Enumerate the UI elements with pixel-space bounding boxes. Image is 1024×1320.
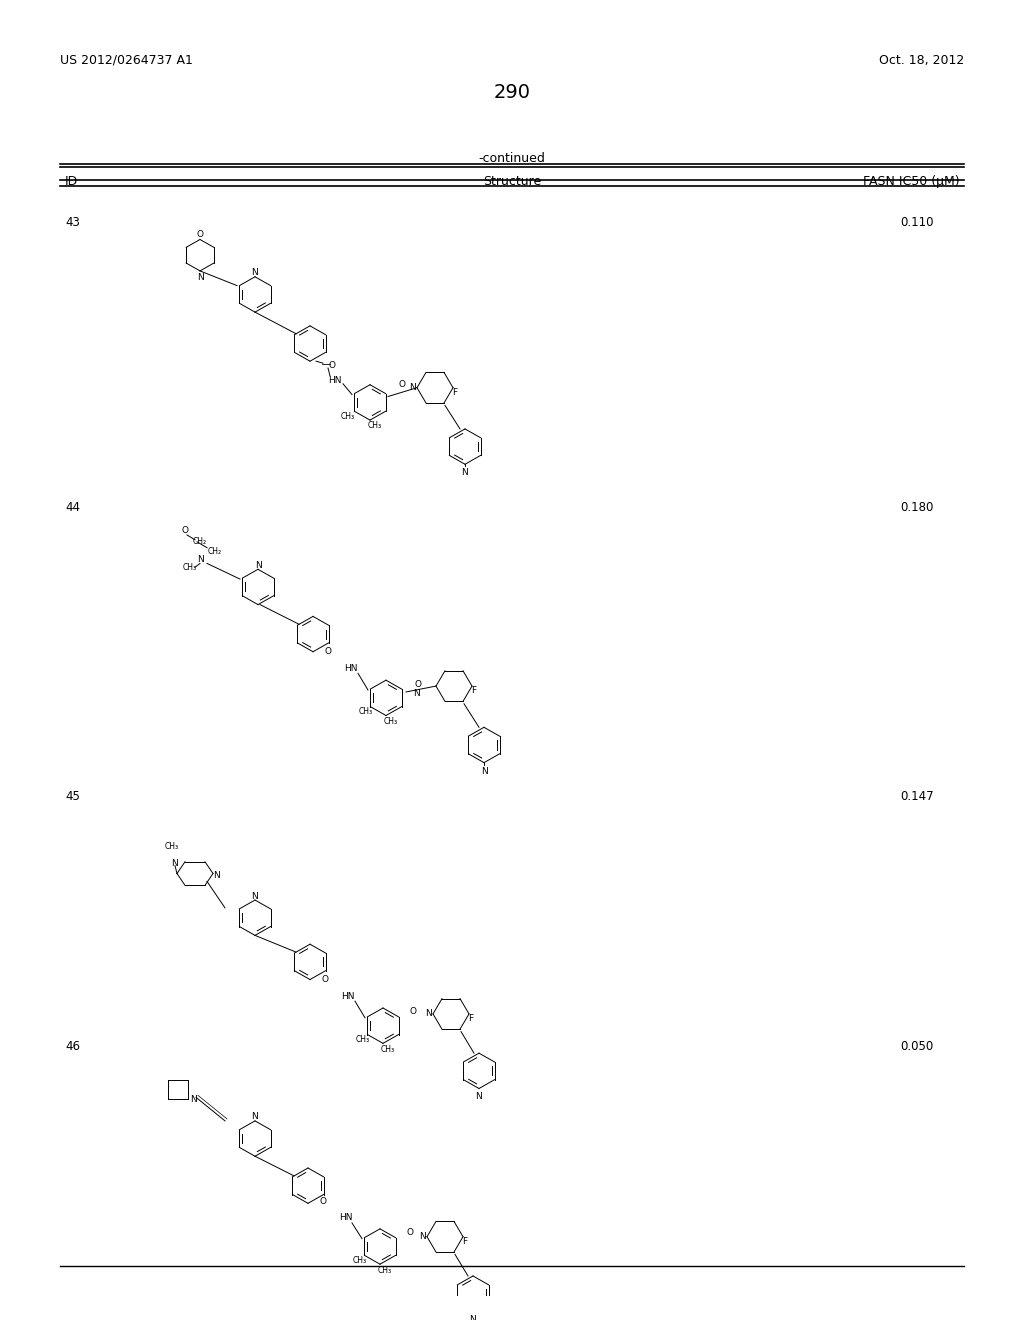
- Text: 45: 45: [65, 791, 80, 803]
- Text: CH₃: CH₃: [356, 1035, 370, 1044]
- Text: CH₃: CH₃: [341, 412, 355, 421]
- Text: N: N: [426, 1010, 432, 1019]
- Text: -continued: -continued: [478, 152, 546, 165]
- Text: CH₃: CH₃: [381, 1044, 395, 1053]
- Text: O: O: [325, 647, 332, 656]
- Text: N: N: [410, 383, 417, 392]
- Text: F: F: [471, 686, 476, 696]
- Text: 290: 290: [494, 83, 530, 103]
- Text: CH₂: CH₂: [193, 537, 207, 546]
- Text: O: O: [197, 230, 204, 239]
- Text: O: O: [410, 1007, 417, 1016]
- Text: N: N: [420, 1232, 426, 1241]
- Text: N: N: [190, 1094, 197, 1104]
- Text: O: O: [322, 975, 329, 983]
- Text: HN: HN: [341, 991, 354, 1001]
- Text: 0.110: 0.110: [900, 216, 934, 228]
- Text: O: O: [398, 380, 406, 389]
- Text: F: F: [463, 1237, 468, 1246]
- Text: N: N: [214, 871, 220, 880]
- Text: N: N: [470, 1315, 476, 1320]
- Text: N: N: [252, 891, 258, 900]
- Text: 0.050: 0.050: [900, 1040, 933, 1053]
- Text: O: O: [415, 680, 422, 689]
- Text: N: N: [252, 1113, 258, 1122]
- Text: 46: 46: [65, 1040, 80, 1053]
- Text: Structure: Structure: [483, 174, 541, 187]
- Text: HN: HN: [329, 376, 342, 385]
- Text: CH₂: CH₂: [208, 546, 222, 556]
- Text: N: N: [255, 561, 261, 570]
- Text: ID: ID: [65, 174, 78, 187]
- Text: HN: HN: [339, 1213, 352, 1221]
- Text: CH₃: CH₃: [359, 708, 373, 715]
- Text: CH₃: CH₃: [353, 1255, 367, 1265]
- Text: US 2012/0264737 A1: US 2012/0264737 A1: [60, 54, 193, 67]
- Text: O: O: [329, 360, 336, 370]
- Text: F: F: [468, 1014, 473, 1023]
- Text: O: O: [319, 1197, 327, 1206]
- Text: N: N: [197, 273, 204, 282]
- Text: 0.147: 0.147: [900, 791, 934, 803]
- Text: FASN IC50 (μM): FASN IC50 (μM): [863, 174, 961, 187]
- Text: CH₃: CH₃: [165, 842, 179, 850]
- Text: CH₃: CH₃: [384, 717, 398, 726]
- Text: N: N: [475, 1093, 482, 1101]
- Text: N: N: [252, 268, 258, 277]
- Text: HN: HN: [344, 664, 357, 673]
- Text: CH₃: CH₃: [183, 562, 197, 572]
- Text: N: N: [462, 469, 468, 478]
- Text: N: N: [413, 689, 420, 698]
- Text: CH₃: CH₃: [378, 1266, 392, 1275]
- Text: F: F: [453, 388, 458, 397]
- Text: CH₃: CH₃: [368, 421, 382, 430]
- Text: 44: 44: [65, 500, 80, 513]
- Text: 43: 43: [65, 216, 80, 228]
- Text: O: O: [181, 525, 188, 535]
- Text: 0.180: 0.180: [900, 500, 933, 513]
- Text: Oct. 18, 2012: Oct. 18, 2012: [879, 54, 964, 67]
- Text: N: N: [172, 859, 178, 869]
- Text: O: O: [407, 1229, 414, 1237]
- Text: N: N: [480, 767, 487, 776]
- Text: N: N: [197, 554, 204, 564]
